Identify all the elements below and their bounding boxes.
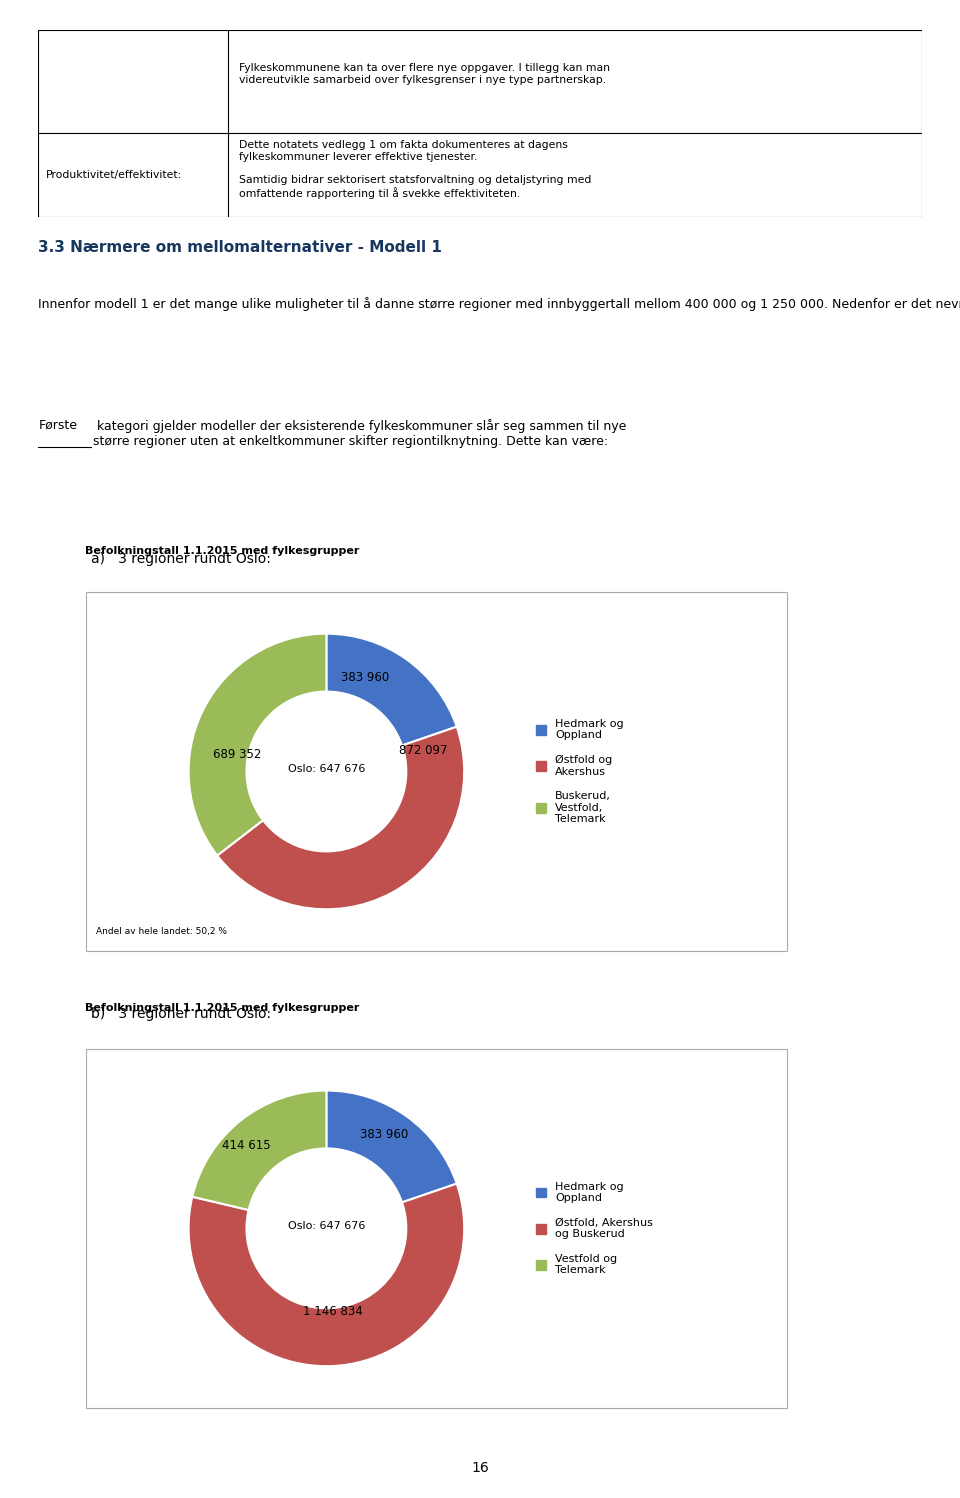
Text: 3.3 Nærmere om mellomalternativer - Modell 1: 3.3 Nærmere om mellomalternativer - Mode… [38,240,443,255]
Text: Oslo: 647 676: Oslo: 647 676 [288,764,365,773]
Text: Innenfor modell 1 er det mange ulike muligheter til å danne større regioner med : Innenfor modell 1 er det mange ulike mul… [38,297,960,310]
Text: 383 960: 383 960 [360,1128,408,1141]
Text: Oslo: 647 676: Oslo: 647 676 [288,1221,365,1230]
Wedge shape [326,1091,457,1203]
Text: 1 146 834: 1 146 834 [303,1305,363,1318]
Text: Befolkningstall 1.1.2015 med fylkesgrupper: Befolkningstall 1.1.2015 med fylkesgrupp… [85,545,360,556]
Text: a)   3 regioner rundt Oslo:: a) 3 regioner rundt Oslo: [91,551,272,566]
Text: 16: 16 [471,1461,489,1476]
Wedge shape [188,1183,465,1366]
Text: Dette notatets vedlegg 1 om fakta dokumenteres at dagens
fylkeskommuner leverer : Dette notatets vedlegg 1 om fakta dokume… [239,141,591,199]
Text: Produktivitet/effektivitet:: Produktivitet/effektivitet: [45,171,181,180]
Text: kategori gjelder modeller der eksisterende fylkeskommuner slår seg sammen til ny: kategori gjelder modeller der eksisteren… [93,418,627,448]
Wedge shape [188,634,326,855]
Legend: Hedmark og
Oppland, Østfold og
Akershus, Buskerud,
Vestfold,
Telemark: Hedmark og Oppland, Østfold og Akershus,… [532,715,628,828]
Text: 689 352: 689 352 [212,749,261,761]
Text: Første: Første [38,418,78,431]
Text: b)   3 regioner rundt Oslo:: b) 3 regioner rundt Oslo: [91,1007,272,1022]
Wedge shape [192,1091,326,1210]
Text: Fylkeskommunene kan ta over flere nye oppgaver. I tillegg kan man
videreutvikle : Fylkeskommunene kan ta over flere nye op… [239,63,610,85]
Legend: Hedmark og
Oppland, Østfold, Akershus
og Buskerud, Vestfold og
Telemark: Hedmark og Oppland, Østfold, Akershus og… [532,1177,658,1279]
Wedge shape [217,727,465,909]
Text: 414 615: 414 615 [222,1138,271,1152]
Text: 383 960: 383 960 [341,671,389,685]
Text: Andel av hele landet: 50,2 %: Andel av hele landet: 50,2 % [96,927,227,936]
Wedge shape [326,634,457,746]
Text: Befolkningstall 1.1.2015 med fylkesgrupper: Befolkningstall 1.1.2015 med fylkesgrupp… [85,1002,360,1013]
Text: 872 097: 872 097 [398,745,447,758]
